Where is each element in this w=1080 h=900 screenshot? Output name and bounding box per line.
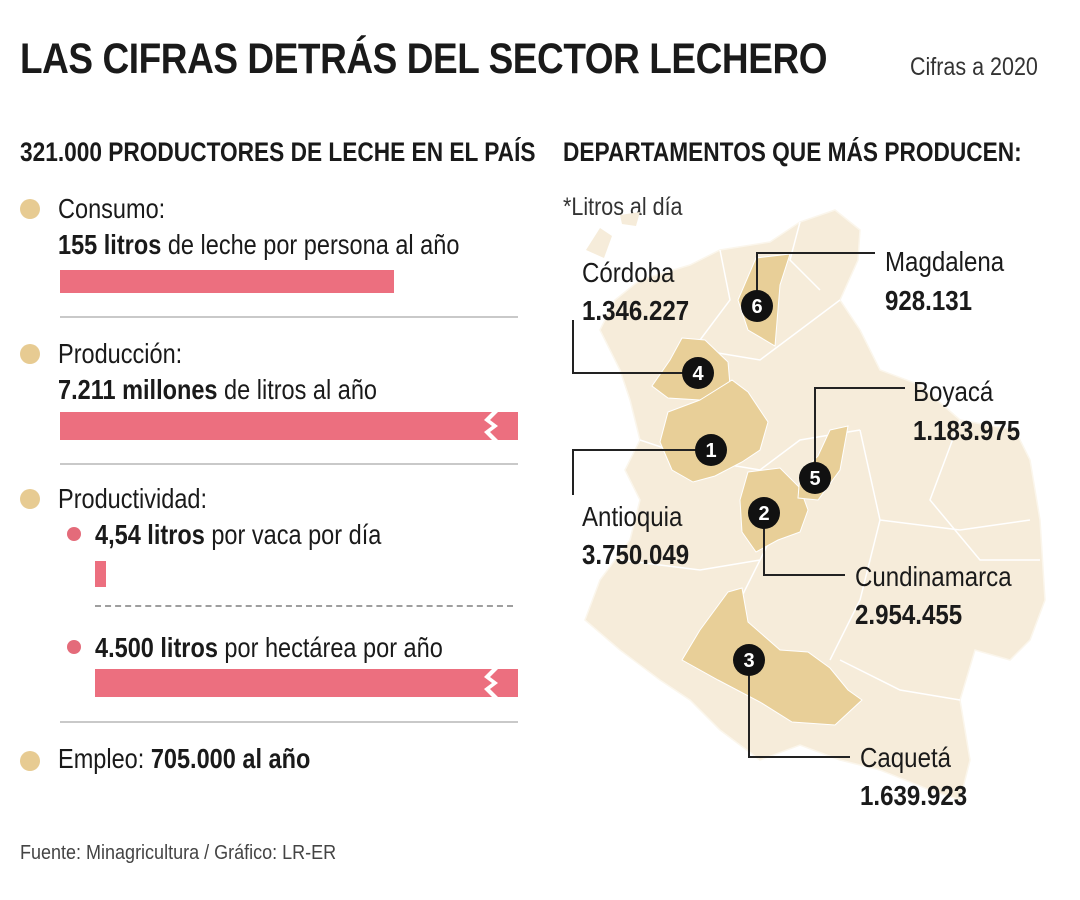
bar-hectarea (95, 669, 518, 697)
divider (60, 463, 518, 465)
bar-produccion-right (490, 412, 518, 440)
empleo-label: Empleo: (58, 743, 145, 774)
dept-value-magdalena: 928.131 (885, 285, 973, 316)
productividad-label: Productividad: (58, 483, 208, 514)
consumo-text: 155 litros de leche por persona al año (58, 231, 459, 259)
bullet-icon (20, 489, 40, 509)
rank-marker-5: 5 (799, 462, 831, 494)
dept-name-boyaca: Boyacá (913, 376, 994, 407)
leader-lines (572, 252, 905, 758)
source-note: Fuente: Minagricultura / Gráfico: LR-ER (20, 842, 337, 864)
empleo-value: 705.000 al año (150, 743, 311, 774)
leader-line-cordoba (572, 320, 698, 374)
dept-value-antioquia: 3.750.049 (582, 539, 690, 570)
divider (60, 316, 518, 318)
rank-marker-3: 3 (733, 644, 765, 676)
consumo-value: 155 litros (58, 229, 162, 260)
produccion-text: 7.211 millones de litros al año (58, 376, 377, 404)
rank-marker-2: 2 (748, 497, 780, 529)
leader-line-caqueta (748, 660, 850, 758)
leader-line-cundinamarca (763, 513, 845, 576)
bar-produccion-left (60, 412, 492, 440)
rank-label: 5 (809, 468, 820, 490)
vaca-value: 4,54 litros (95, 519, 205, 550)
vaca-text: 4,54 litros por vaca por día (95, 521, 381, 549)
produccion-label: Producción: (58, 338, 183, 369)
bullet-icon (20, 751, 40, 771)
dept-value-boyaca: 1.183.975 (913, 415, 1021, 446)
dept-value-cundinamarca: 2.954.455 (855, 599, 963, 630)
leader-line-boyaca (814, 387, 905, 478)
hectarea-value: 4.500 litros (95, 632, 218, 663)
rank-label: 3 (743, 650, 754, 672)
island (620, 212, 640, 226)
rank-label: 6 (751, 296, 762, 318)
page-subtitle: Cifras a 2020 (910, 53, 1038, 81)
sub-bullet-icon (67, 527, 81, 541)
hectarea-desc: por hectárea por año (217, 632, 443, 663)
rank-marker-4: 4 (682, 357, 714, 389)
vaca-desc: por vaca por día (204, 519, 382, 550)
bar-consumo (60, 270, 394, 293)
dept-name-cordoba: Córdoba (582, 257, 675, 288)
bullet-icon (20, 199, 40, 219)
rank-label: 1 (705, 440, 716, 462)
dept-name-magdalena: Magdalena (885, 246, 1005, 277)
rank-label: 2 (758, 503, 769, 525)
bar-vaca (95, 561, 106, 587)
consumo-desc: de leche por persona al año (161, 229, 460, 260)
dept-name-caqueta: Caquetá (860, 742, 952, 773)
right-heading: DEPARTAMENTOS QUE MÁS PRODUCEN: (563, 137, 1022, 167)
leader-line-antioquia (572, 449, 711, 495)
dept-name-cundinamarca: Cundinamarca (855, 561, 1012, 592)
dept-value-caqueta: 1.639.923 (860, 780, 968, 811)
leader-line-magdalena (756, 252, 875, 306)
rank-label: 4 (692, 363, 704, 385)
bar-produccion (60, 412, 518, 440)
divider (60, 721, 518, 723)
hectarea-text: 4.500 litros por hectárea por año (95, 634, 443, 662)
department-caqueta (681, 587, 863, 726)
empleo-text: Empleo: 705.000 al año (58, 745, 310, 773)
colombia-map: 6 4 1 5 2 3 (572, 209, 1046, 801)
bar-hectarea-left (95, 669, 492, 697)
consumo-label: Consumo: (58, 193, 166, 224)
page-title: LAS CIFRAS DETRÁS DEL SECTOR LECHERO (20, 35, 828, 83)
bullet-icon (20, 344, 40, 364)
bar-hectarea-right (490, 669, 518, 697)
produccion-value: 7.211 millones (58, 374, 218, 405)
rank-marker-6: 6 (741, 290, 773, 322)
panama-edge (586, 228, 612, 258)
dept-value-cordoba: 1.346.227 (582, 295, 690, 326)
department-antioquia (659, 379, 769, 483)
dept-name-antioquia: Antioquia (582, 501, 683, 532)
produccion-desc: de litros al año (217, 374, 378, 405)
sub-bullet-icon (67, 640, 81, 654)
rank-marker-1: 1 (695, 434, 727, 466)
dashed-divider (95, 605, 513, 607)
left-heading: 321.000 PRODUCTORES DE LECHE EN EL PAÍS (20, 137, 536, 167)
